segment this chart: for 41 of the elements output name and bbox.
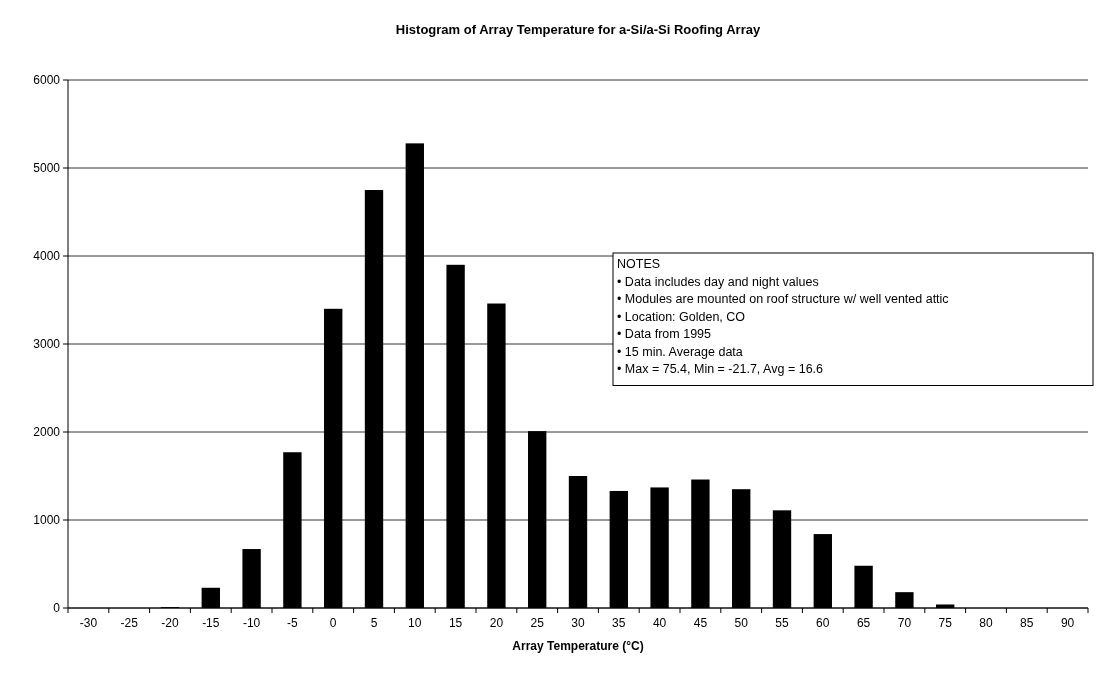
x-tick-label: 40 [652, 616, 667, 630]
x-tick-label: 90 [1060, 616, 1075, 630]
x-tick-label: -30 [79, 616, 98, 630]
x-tick-label: 45 [693, 616, 708, 630]
annotation: • 15 min. Average data [617, 344, 743, 359]
x-tick-label: 25 [530, 616, 545, 630]
x-tick-label: -10 [242, 616, 261, 630]
x-tick-label: 75 [938, 616, 953, 630]
x-tick-label: 60 [816, 616, 830, 630]
y-tick-label: 5000 [33, 161, 61, 176]
y-tick-label: 3000 [33, 337, 61, 352]
y-tick-label: 6000 [33, 73, 61, 88]
x-tick-label: -20 [161, 616, 179, 630]
x-tick-label: 55 [775, 616, 789, 630]
x-tick-label: 80 [979, 616, 993, 630]
x-tick-label: -25 [120, 616, 139, 630]
y-tick-label: 1000 [33, 513, 61, 528]
x-tick-label: 50 [734, 616, 749, 630]
y-tick-label: 2000 [33, 425, 61, 440]
x-tick-label: 0 [329, 616, 337, 630]
annotation: • Data from 1995 [617, 327, 712, 341]
x-tick-label: 20 [489, 616, 504, 630]
x-tick-label: 15 [448, 616, 463, 630]
annotation: • Modules are mounted on roof structure w/ well vented attic [617, 292, 949, 306]
x-tick-label: 35 [612, 616, 626, 630]
x-tick-label: 10 [408, 616, 422, 630]
x-tick-label: 30 [571, 616, 585, 630]
annotation: • Location: Golden, CO [617, 309, 746, 324]
y-tick-label: 4000 [33, 249, 61, 264]
y-tick-label: 0 [53, 601, 61, 616]
x-tick-label: 65 [856, 616, 871, 630]
annotation: • Max = 75.4, Min = -21.7, Avg = 16.6 [617, 362, 824, 376]
x-tick-label: 5 [370, 616, 378, 630]
x-tick-label: -15 [202, 616, 220, 630]
x-tick-label: 70 [897, 616, 912, 630]
x-axis-title: Array Temperature (°C) [512, 639, 644, 653]
annotation: • Data includes day and night values [617, 274, 819, 289]
x-tick-label: 85 [1020, 616, 1034, 630]
x-tick-label: -5 [287, 616, 299, 630]
chart-title: Histogram of Array Temperature for a-Si/a-Si Roofing Array [395, 22, 761, 37]
annotation: NOTES [617, 257, 661, 271]
